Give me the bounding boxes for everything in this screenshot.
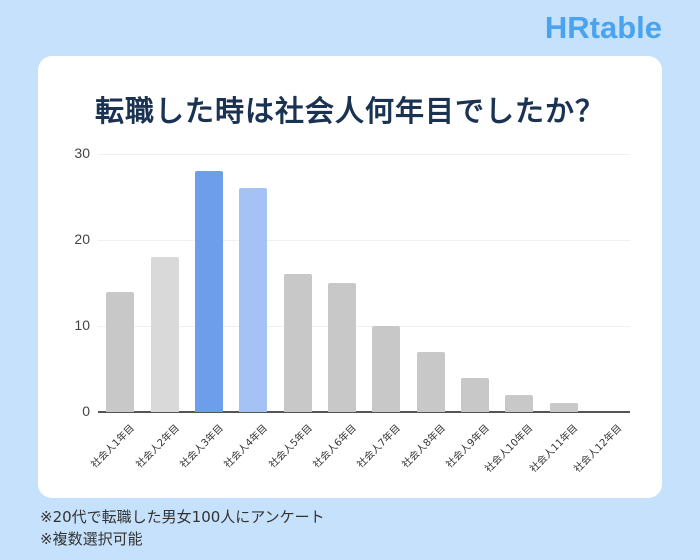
bar	[150, 257, 179, 412]
footnote-survey: ※20代で転職した男女100人にアンケート	[40, 508, 325, 526]
y-tick-label: 30	[74, 145, 90, 161]
bar	[372, 326, 401, 412]
footnote-multiple-choice: ※複数選択可能	[40, 530, 143, 548]
gridline	[98, 154, 630, 155]
bar	[460, 377, 489, 412]
bar	[549, 403, 578, 412]
chart-card: 転職した時は社会人何年目でしたか？ 0 10 20 30 社会人1年目 社会人2年目 社会人…	[38, 56, 662, 498]
x-tick-label: 社会人8年目	[399, 422, 448, 471]
x-axis-line	[98, 411, 630, 413]
bar	[283, 274, 312, 412]
x-tick-label: 社会人1年目	[89, 422, 138, 471]
hrtable-logo: HRtable	[544, 10, 662, 45]
x-tick-label: 社会人7年目	[355, 422, 404, 471]
bar	[327, 283, 356, 412]
x-tick-label: 社会人3年目	[178, 422, 226, 471]
bar	[194, 171, 223, 412]
bar	[239, 188, 268, 412]
y-tick-label: 10	[74, 317, 90, 333]
gridline	[98, 326, 630, 327]
bar	[416, 351, 445, 412]
x-tick-label: 社会人5年目	[266, 422, 315, 471]
x-tick-label: 社会人6年目	[311, 422, 359, 471]
bar-chart: 0 10 20 30 社会人1年目 社会人2年目 社会人3年目 社会人4年目 社会人5年目 社会人…	[38, 56, 662, 498]
y-tick-label: 0	[82, 403, 90, 419]
y-tick-label: 20	[74, 231, 90, 247]
x-tick-label: 社会人2年目	[133, 422, 182, 471]
bar	[106, 291, 135, 412]
x-tick-label: 社会人4年目	[222, 422, 271, 471]
chart-title: 転職した時は社会人何年目でしたか？	[94, 94, 605, 128]
footnotes: ※20代で転職した男女100人にアンケート ※複数選択可能	[40, 506, 325, 550]
bar	[505, 394, 534, 412]
gridline	[98, 240, 630, 241]
